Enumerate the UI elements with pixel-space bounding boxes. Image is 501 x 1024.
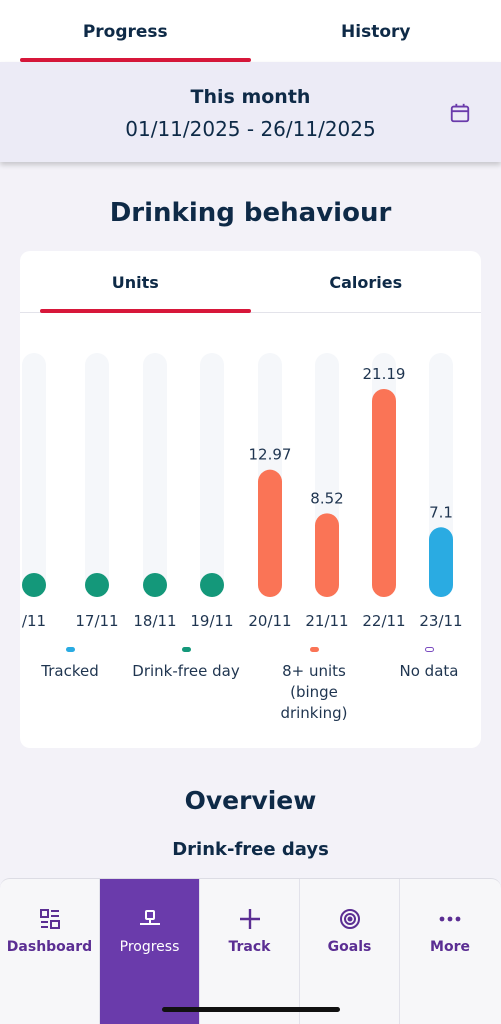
tab-calories[interactable]: Calories (329, 273, 403, 292)
nav-more[interactable]: More (400, 879, 500, 1024)
units-bar-chart[interactable]: /11 17/11 18/11 19/11 12.97 20/11 8.52 21/11 21.… (20, 313, 481, 643)
period-selector[interactable]: This month 01/11/2025 - 26/11/2025 (0, 62, 501, 162)
legend-swatch-no-data (424, 647, 434, 652)
tab-history[interactable]: History (341, 22, 411, 42)
nav-goals[interactable]: Goals (300, 879, 400, 1024)
bar-value-label: 12.97 (249, 446, 292, 464)
x-tick-label: 20/11 (248, 612, 291, 630)
period-title: This month (190, 86, 311, 108)
nav-label-goals: Goals (327, 939, 372, 955)
bar-track (200, 353, 224, 597)
legend-label-drink-free: Drink-free day (132, 662, 240, 680)
drinking-chart-card: Units Calories /11 17/11 18/11 19/11 12.97 20… (20, 251, 481, 748)
nav-track[interactable]: Track (200, 879, 300, 1024)
x-tick-label: 21/11 (305, 612, 348, 630)
x-tick-label: /11 (22, 612, 46, 630)
bar[interactable] (85, 573, 109, 597)
bar[interactable] (372, 389, 396, 597)
chart-legend: Tracked Drink-free day 8+ units (binge d… (20, 647, 481, 737)
progress-icon (139, 910, 160, 925)
bar-track (22, 353, 46, 597)
x-tick-label: 18/11 (133, 612, 176, 630)
x-tick-label: 22/11 (362, 612, 405, 630)
home-indicator (162, 1007, 340, 1012)
nav-label-progress: Progress (119, 939, 180, 955)
bar-track (143, 353, 167, 597)
legend-label-no-data: No data (399, 662, 459, 680)
bar[interactable] (315, 513, 339, 597)
legend-swatch-binge (309, 647, 319, 652)
bar[interactable] (22, 573, 46, 597)
bar-value-label: 7.1 (429, 503, 453, 521)
nav-progress[interactable]: Progress (100, 879, 200, 1024)
tab-units[interactable]: Units (20, 251, 251, 313)
nav-label-more: More (430, 939, 470, 955)
legend-label-tracked: Tracked (41, 662, 99, 680)
bar[interactable] (143, 573, 167, 597)
legend-item-tracked: Tracked (20, 647, 125, 682)
calendar-icon[interactable] (449, 102, 471, 124)
tab-progress[interactable]: Progress (0, 0, 251, 62)
x-tick-label: 19/11 (190, 612, 233, 630)
dashboard-icon (39, 909, 60, 929)
bar-value-label: 8.52 (310, 489, 343, 507)
legend-label-binge: 8+ units (binge drinking) (280, 662, 348, 722)
bar[interactable] (200, 573, 224, 597)
overview-title: Overview (184, 786, 317, 815)
more-icon (439, 916, 461, 922)
legend-item-drink-free: Drink-free day (131, 647, 241, 682)
nav-dashboard[interactable]: Dashboard (0, 879, 100, 1024)
x-tick-label: 17/11 (75, 612, 118, 630)
x-tick-label: 23/11 (419, 612, 462, 630)
nav-label-dashboard: Dashboard (6, 939, 93, 955)
legend-swatch-tracked (65, 647, 75, 652)
plus-icon (239, 909, 260, 929)
bar-value-label: 21.19 (363, 365, 406, 383)
legend-item-binge: 8+ units (binge drinking) (259, 647, 369, 724)
bar[interactable] (429, 527, 453, 597)
top-tab-bar: Progress History (0, 0, 501, 62)
period-range: 01/11/2025 - 26/11/2025 (125, 117, 376, 141)
bar-track (85, 353, 109, 597)
nav-label-track: Track (228, 939, 271, 955)
bottom-nav: Dashboard Progress Track Goals More (0, 878, 501, 1024)
target-icon (339, 909, 360, 929)
legend-item-no-data: No data (374, 647, 481, 682)
drinking-behaviour-title: Drinking behaviour (109, 198, 392, 228)
legend-swatch-drink-free (181, 647, 191, 652)
drink-free-days-title: Drink-free days (172, 839, 329, 860)
chart-tab-bar: Units Calories (20, 251, 481, 313)
bar[interactable] (258, 469, 282, 597)
